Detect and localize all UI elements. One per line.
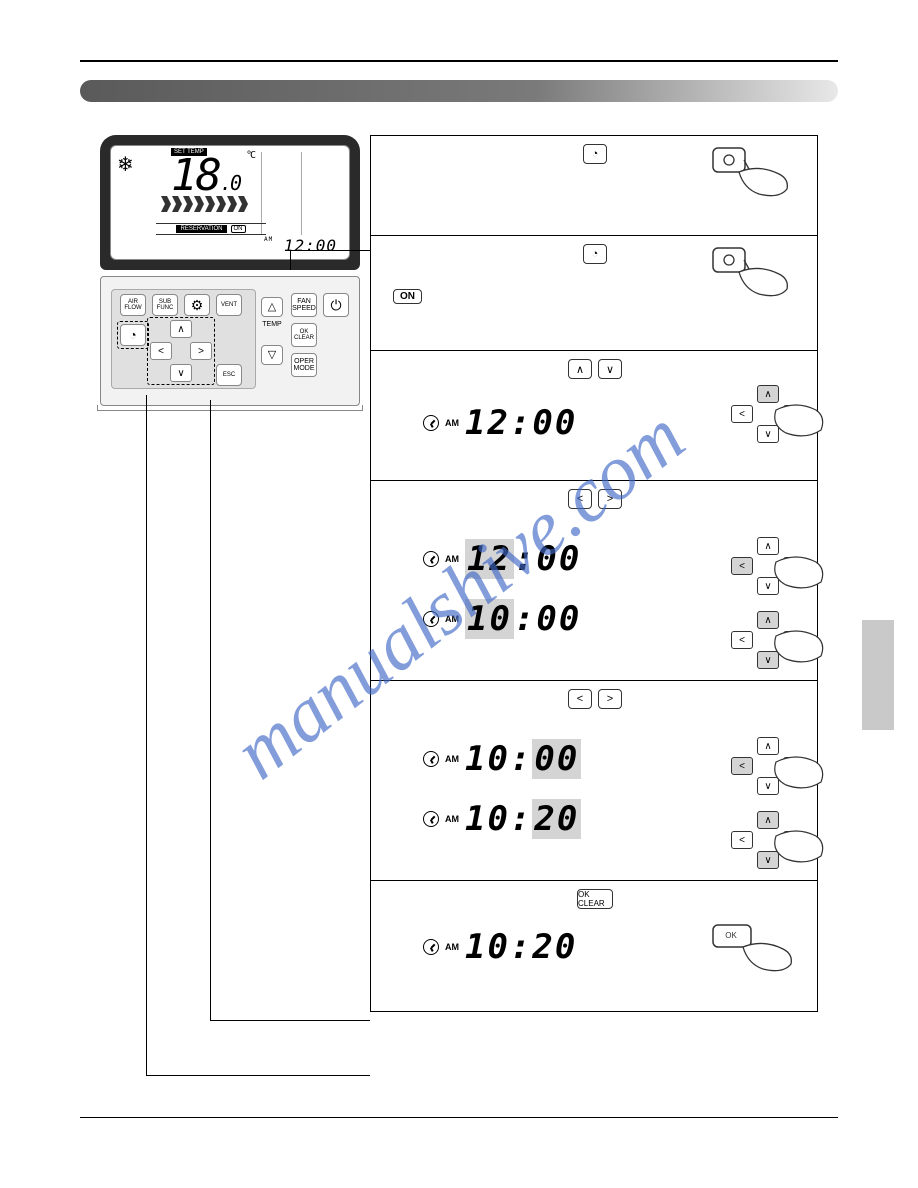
clock-icon [423, 811, 439, 827]
section-header-bar [80, 80, 838, 102]
power-button[interactable]: ⏻ [323, 293, 349, 317]
ampm: AM [445, 614, 459, 624]
on-badge: ON [393, 289, 422, 304]
steps-table: ◔ ◔ ON [370, 135, 818, 1012]
temp-int: 18 [171, 150, 220, 201]
dpad-hint: ∧ < > ∨ [705, 385, 805, 443]
time-display: 10:20 [465, 927, 577, 967]
dpad-mini-left: < [731, 557, 753, 575]
hand-press-icon [709, 244, 809, 309]
cool-mode-icon: ❄ [117, 152, 134, 177]
lcd-clock: AM 12:00 [264, 236, 337, 255]
step-1: ◔ [371, 136, 817, 236]
dpad-mini-left: < [731, 631, 753, 649]
timer-icon: ◔ [583, 244, 607, 264]
reservation-label: RESERVATION [176, 225, 226, 233]
reservation-state: ON [231, 225, 246, 233]
callout-timer [117, 321, 149, 349]
temperature-display: 18.0 °C [171, 150, 240, 201]
button-panel: AIR FLOW SUB FUNC ⚙ VENT ◔ ∧ ∨ < > ESC △… [100, 276, 360, 406]
left-icon: < [568, 689, 592, 709]
sub-func-button[interactable]: SUB FUNC [152, 294, 178, 316]
top-rule [80, 60, 838, 62]
dpad-mini-left: < [731, 405, 753, 423]
step-3: ∧ ∨ AM 12:00 ∧ < > ∨ [371, 351, 817, 481]
hand-press-icon: OK [709, 921, 809, 986]
dpad-mini-left: < [731, 831, 753, 849]
vent-button[interactable]: VENT [216, 294, 242, 316]
leader-line-3v [290, 250, 291, 270]
right-icon: > [598, 489, 622, 509]
time-display: 10:00 [465, 599, 581, 639]
oper-mode-button[interactable]: OPER MODE [291, 353, 317, 377]
hand-press-icon [709, 144, 809, 209]
clock-icon [423, 751, 439, 767]
airflow-button[interactable]: AIR FLOW [120, 294, 146, 316]
dpad-hint: ∧ < > ∨ ∧ < > ∨ [705, 537, 805, 669]
down-icon: ∨ [598, 359, 622, 379]
lcd-screen: ❄ SET TEMP 18.0 °C RESERVATION ON [110, 145, 350, 260]
callout-dpad [147, 317, 215, 385]
dpad-hint: ∧ < > ∨ ∧ < > ∨ [705, 737, 805, 869]
clock-icon [423, 939, 439, 955]
step-2: ◔ ON [371, 236, 817, 351]
leader-line-3h [290, 250, 370, 251]
left-button-cluster: AIR FLOW SUB FUNC ⚙ VENT ◔ ∧ ∨ < > ESC [111, 289, 256, 389]
lcd-time-digits: 12:00 [284, 236, 337, 255]
remote-controller: ❄ SET TEMP 18.0 °C RESERVATION ON [100, 135, 360, 415]
time-display: 12:00 [465, 403, 577, 443]
leader-line-1v [146, 395, 147, 1075]
temp-label: TEMP [261, 321, 283, 328]
dpad-mini-left: < [731, 757, 753, 775]
time-display: 12:00 [465, 539, 581, 579]
airflow-indicator [161, 196, 256, 214]
up-icon: ∧ [568, 359, 592, 379]
ampm: AM [445, 418, 459, 428]
clock-icon [423, 551, 439, 567]
clock-icon [423, 611, 439, 627]
fan-speed-button[interactable]: FAN SPEED [291, 293, 317, 317]
esc-button[interactable]: ESC [216, 364, 242, 386]
step-5: < > AM 10:00 AM 10:20 ∧ < > ∨ [371, 681, 817, 881]
reservation-row: RESERVATION ON [156, 223, 266, 235]
svg-text:OK: OK [725, 931, 737, 940]
ampm: AM [445, 754, 459, 764]
temp-up-button[interactable]: △ [261, 297, 283, 317]
bottom-rule [80, 1117, 838, 1118]
side-tab [862, 620, 894, 730]
step-4: < > AM 12:00 AM 10:00 ∧ < > ∨ [371, 481, 817, 681]
right-button-cluster: △ TEMP ▽ FAN SPEED OK CLEAR OPER MODE ⏻ [261, 289, 353, 389]
panel-base-line [97, 405, 363, 411]
manual-page: ❄ SET TEMP 18.0 °C RESERVATION ON [80, 60, 838, 1128]
ampm: AM [445, 554, 459, 564]
ok-clear-button[interactable]: OK CLEAR [291, 323, 317, 347]
time-display: 10:20 [465, 799, 581, 839]
step-6: OK CLEAR AM 10:20 OK [371, 881, 817, 1011]
temp-frac: .0 [220, 171, 240, 195]
leader-line-2v [210, 400, 211, 1020]
ok-clear-icon: OK CLEAR [577, 889, 613, 909]
settings-button[interactable]: ⚙ [184, 294, 210, 316]
temp-down-button[interactable]: ▽ [261, 345, 283, 365]
right-icon: > [598, 689, 622, 709]
clock-icon [423, 415, 439, 431]
lcd-ampm: AM [264, 236, 273, 243]
left-icon: < [568, 489, 592, 509]
time-display: 10:00 [465, 739, 581, 779]
timer-icon: ◔ [583, 144, 607, 164]
temp-unit: °C [246, 150, 254, 161]
leader-line-2h [210, 1020, 370, 1021]
leader-line-1h [146, 1075, 370, 1076]
ampm: AM [445, 814, 459, 824]
ampm: AM [445, 942, 459, 952]
